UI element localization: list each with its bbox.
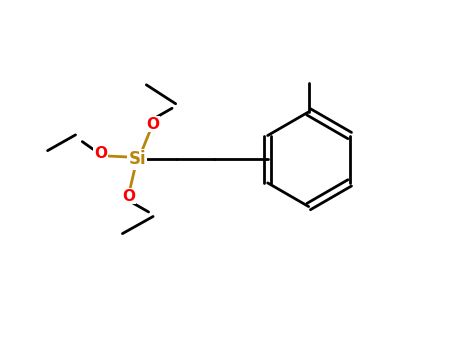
Text: O: O [122,189,135,204]
Text: O: O [94,146,107,161]
Text: Si: Si [128,150,146,168]
Text: O: O [147,117,160,132]
